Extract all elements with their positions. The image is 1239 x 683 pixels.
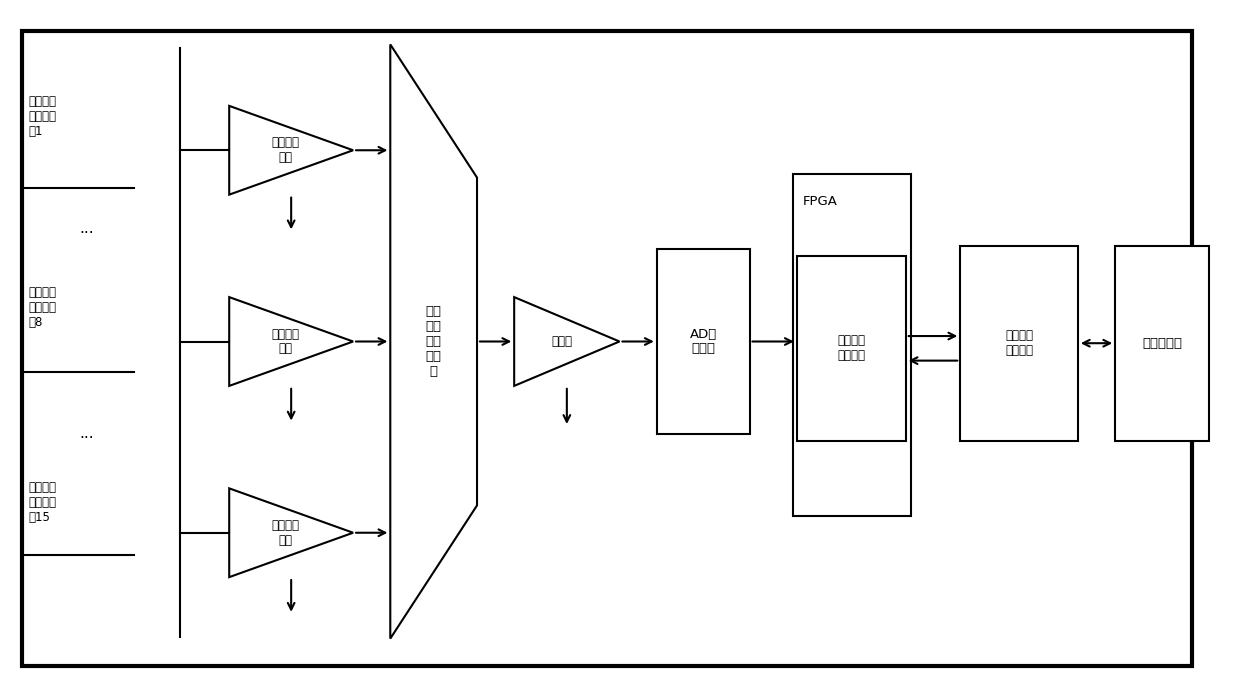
Bar — [793, 174, 911, 516]
Text: 输入温度
模拟量信
号15: 输入温度 模拟量信 号15 — [28, 481, 57, 523]
Polygon shape — [229, 297, 353, 386]
Text: 跟隋器: 跟隋器 — [551, 335, 572, 348]
Text: ...: ... — [79, 426, 94, 441]
Text: 信号调理
放大: 信号调理 放大 — [271, 328, 299, 355]
Text: 高速串行
接口协议: 高速串行 接口协议 — [838, 335, 865, 362]
Polygon shape — [229, 106, 353, 195]
Bar — [797, 256, 906, 441]
Text: 多路
模拟
开关
选择
器: 多路 模拟 开关 选择 器 — [426, 305, 441, 378]
Text: 信号调理
放大: 信号调理 放大 — [271, 519, 299, 546]
Polygon shape — [514, 297, 620, 386]
Polygon shape — [229, 488, 353, 577]
Text: ...: ... — [79, 221, 94, 236]
Text: 输入温度
模拟量信
号8: 输入温度 模拟量信 号8 — [28, 286, 57, 329]
Bar — [960, 246, 1078, 441]
Text: AD转
换芯片: AD转 换芯片 — [690, 328, 716, 355]
Polygon shape — [390, 44, 477, 639]
Bar — [657, 249, 750, 434]
Bar — [1115, 246, 1209, 441]
Text: 导航计算机: 导航计算机 — [1142, 337, 1182, 350]
Text: 输入温度
模拟量信
号1: 输入温度 模拟量信 号1 — [28, 95, 57, 137]
Text: FPGA: FPGA — [803, 195, 838, 208]
Text: 信号调理
放大: 信号调理 放大 — [271, 137, 299, 164]
Text: 串行接口
接口芯片: 串行接口 接口芯片 — [1005, 329, 1033, 357]
